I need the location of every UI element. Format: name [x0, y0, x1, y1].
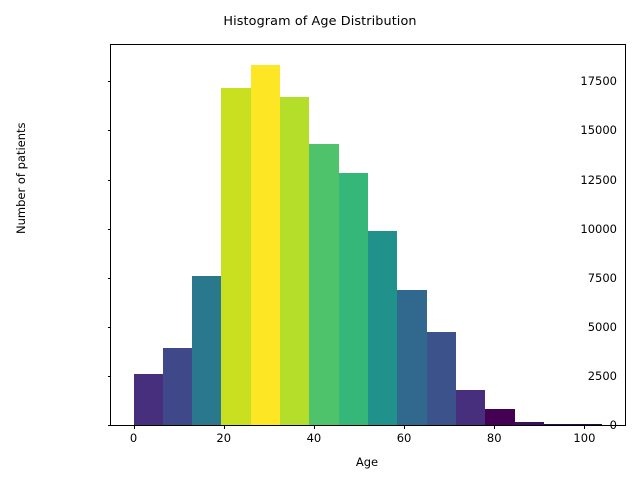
y-axis-tick-label: 0	[609, 418, 617, 432]
x-axis-tick	[223, 425, 225, 429]
y-axis-tick	[107, 375, 111, 377]
histogram-bar	[250, 64, 281, 425]
histogram-bar	[133, 373, 163, 425]
histogram-bar	[162, 348, 193, 425]
y-axis-label: Number of patients	[14, 122, 28, 234]
histogram-bar	[543, 424, 574, 425]
histogram-bar	[221, 88, 251, 425]
x-axis-tick-label: 60	[396, 431, 412, 445]
histogram-bar	[426, 332, 456, 425]
y-axis-tick-label: 17500	[580, 74, 617, 89]
page-title: Histogram of Age Distribution	[223, 14, 417, 29]
y-axis-tick-label: 10000	[580, 221, 617, 236]
x-axis-tick-label: 20	[216, 431, 232, 445]
y-axis-tick	[107, 277, 111, 279]
x-axis-tick-label: 100	[573, 431, 596, 445]
x-axis-label: Age	[355, 455, 379, 469]
histogram-bar	[455, 390, 486, 425]
y-axis-tick-label: 5000	[587, 319, 617, 334]
histogram-bar	[338, 172, 368, 425]
y-axis-tick	[107, 130, 111, 132]
y-axis-tick-label: 12500	[580, 172, 617, 187]
x-axis-tick-label: 80	[486, 431, 502, 445]
histogram-bar	[573, 424, 603, 425]
x-axis-tick	[133, 425, 135, 429]
plot-area	[111, 45, 625, 425]
x-axis-tick-label: 0	[129, 431, 138, 445]
y-axis-tick-label: 7500	[587, 270, 617, 285]
histogram-bar	[514, 422, 544, 425]
histogram-bar	[280, 97, 310, 425]
histogram-bar	[485, 409, 515, 425]
x-axis-tick	[584, 425, 586, 429]
histogram-bar	[309, 144, 339, 425]
y-axis-tick-label: 15000	[580, 123, 617, 138]
y-axis-tick	[107, 228, 111, 230]
y-axis-tick	[107, 425, 111, 426]
x-axis-tick	[404, 425, 406, 429]
y-axis-tick	[107, 179, 111, 181]
plot-axes: 0 2500 5000 7500 10000 12500 15000 17500 0 20 40 60…	[107, 44, 626, 445]
histogram-bar	[192, 275, 222, 425]
y-axis-tick	[107, 326, 111, 328]
histogram-bar	[368, 230, 398, 425]
x-axis-tick	[494, 425, 496, 429]
y-axis-tick-label: 2500	[587, 368, 617, 383]
x-axis-tick-label: 40	[306, 431, 322, 445]
y-axis-tick	[107, 81, 111, 83]
histogram-bar	[397, 289, 427, 425]
x-axis-tick	[313, 425, 315, 429]
